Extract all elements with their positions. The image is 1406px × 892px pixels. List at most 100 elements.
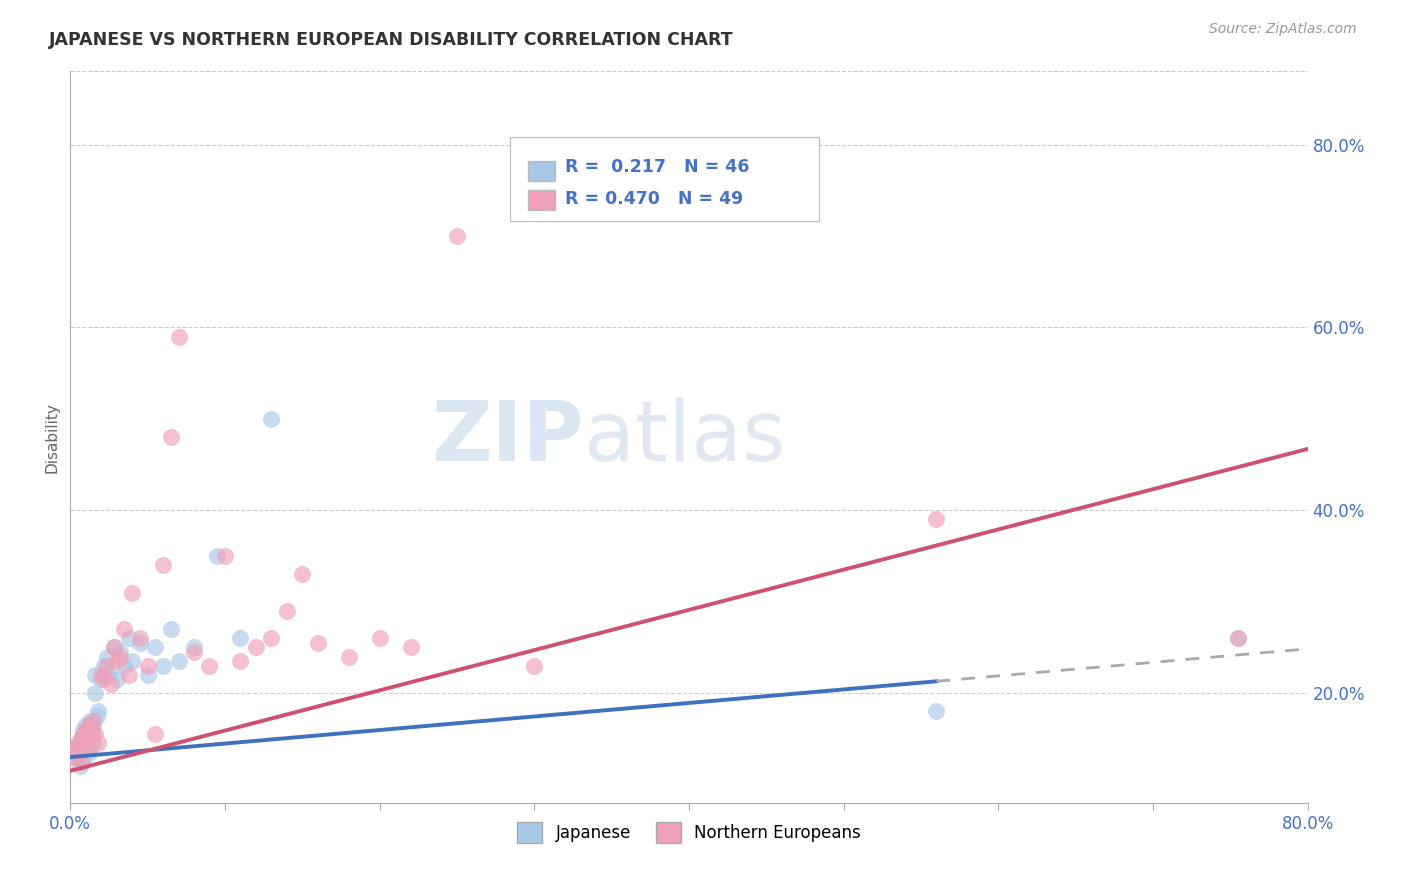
FancyBboxPatch shape — [529, 161, 555, 181]
Point — [183, 645, 205, 659]
Point — [152, 658, 174, 673]
Point — [129, 632, 152, 646]
Point — [84, 727, 107, 741]
Text: Source: ZipAtlas.com: Source: ZipAtlas.com — [1209, 22, 1357, 37]
Point — [72, 723, 94, 737]
Point — [145, 727, 166, 741]
Point — [84, 686, 107, 700]
Point — [136, 667, 159, 681]
Point — [79, 727, 101, 741]
Point — [65, 740, 87, 755]
FancyBboxPatch shape — [529, 190, 555, 211]
Point — [105, 673, 128, 687]
Point — [79, 714, 101, 728]
Point — [337, 649, 360, 664]
Point — [160, 622, 183, 636]
Point — [90, 673, 112, 687]
Point — [93, 658, 115, 673]
Y-axis label: Disability: Disability — [44, 401, 59, 473]
Point — [260, 412, 283, 426]
Point — [70, 731, 93, 746]
Point — [76, 731, 98, 746]
Point — [77, 723, 100, 737]
Point — [121, 654, 143, 668]
Point — [69, 759, 91, 773]
Point — [114, 658, 135, 673]
Point — [105, 654, 128, 668]
Point — [86, 709, 108, 723]
Point — [76, 731, 98, 746]
Text: R = 0.470   N = 49: R = 0.470 N = 49 — [565, 190, 744, 208]
Point — [260, 632, 283, 646]
Point — [77, 746, 100, 760]
Point — [245, 640, 267, 655]
Point — [70, 750, 93, 764]
Point — [198, 658, 221, 673]
Point — [214, 549, 236, 563]
Point — [108, 645, 131, 659]
Point — [87, 736, 110, 750]
Point — [77, 740, 100, 755]
Point — [129, 636, 152, 650]
Point — [87, 705, 110, 719]
Point — [65, 740, 87, 755]
Legend: Japanese, Northern Europeans: Japanese, Northern Europeans — [510, 815, 868, 849]
Point — [108, 649, 131, 664]
Point — [73, 736, 96, 750]
Point — [82, 714, 105, 728]
Point — [118, 667, 141, 681]
Point — [82, 718, 105, 732]
Point — [63, 750, 86, 764]
Point — [73, 727, 96, 741]
Point — [103, 640, 125, 655]
Point — [72, 727, 94, 741]
Point — [82, 736, 105, 750]
Point — [1227, 632, 1250, 646]
Point — [70, 731, 93, 746]
Point — [67, 736, 90, 750]
Point — [291, 567, 314, 582]
Point — [63, 750, 86, 764]
Point — [1227, 632, 1250, 646]
Point — [75, 718, 97, 732]
Point — [307, 636, 329, 650]
Point — [98, 667, 120, 681]
Point — [103, 640, 125, 655]
Point — [925, 705, 948, 719]
Point — [368, 632, 391, 646]
Point — [69, 736, 91, 750]
Point — [72, 755, 94, 769]
Point — [118, 632, 141, 646]
Point — [73, 740, 96, 755]
Point — [145, 640, 166, 655]
Point — [93, 673, 115, 687]
Point — [69, 746, 91, 760]
Point — [207, 549, 229, 563]
Point — [100, 677, 122, 691]
Point — [160, 430, 183, 444]
Point — [80, 727, 103, 741]
Point — [67, 746, 90, 760]
Point — [84, 667, 107, 681]
Point — [136, 658, 159, 673]
Point — [183, 640, 205, 655]
Point — [399, 640, 422, 655]
Point — [96, 649, 118, 664]
Point — [925, 512, 948, 526]
Point — [167, 654, 190, 668]
Text: ZIP: ZIP — [432, 397, 583, 477]
Text: JAPANESE VS NORTHERN EUROPEAN DISABILITY CORRELATION CHART: JAPANESE VS NORTHERN EUROPEAN DISABILITY… — [49, 31, 734, 49]
Point — [75, 723, 97, 737]
Point — [77, 718, 100, 732]
FancyBboxPatch shape — [509, 137, 818, 221]
Text: R =  0.217   N = 46: R = 0.217 N = 46 — [565, 158, 749, 177]
Point — [70, 755, 93, 769]
Point — [80, 723, 103, 737]
Point — [96, 658, 118, 673]
Point — [229, 654, 252, 668]
Point — [114, 622, 135, 636]
Point — [90, 667, 112, 681]
Point — [446, 229, 468, 244]
Point — [121, 585, 143, 599]
Point — [523, 658, 546, 673]
